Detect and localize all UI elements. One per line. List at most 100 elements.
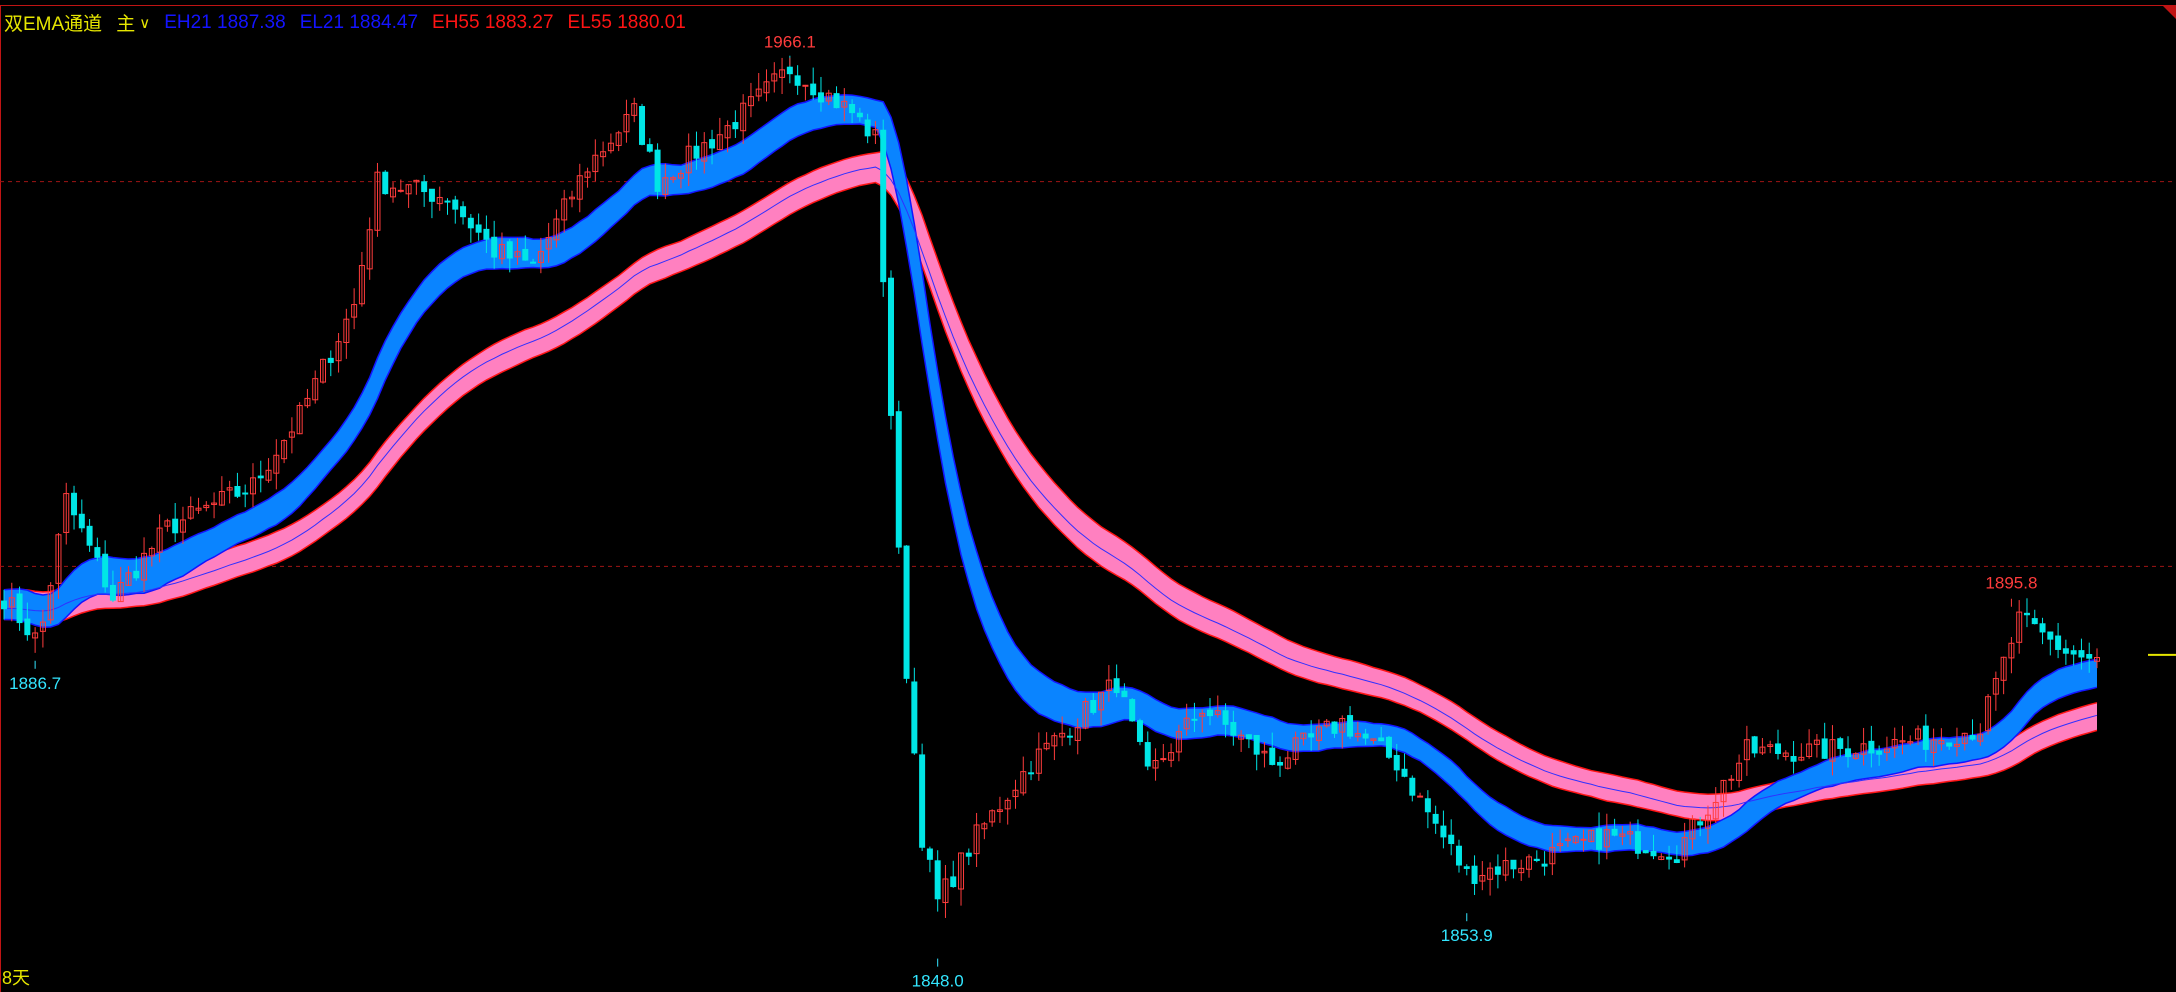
candle — [1066, 728, 1073, 746]
candle-body — [1977, 733, 1984, 742]
candle — [1012, 779, 1019, 809]
extreme-price-label: 1848.0 — [912, 972, 964, 991]
candle — [1292, 731, 1299, 765]
candle — [358, 251, 365, 307]
candle — [1969, 719, 1976, 741]
candle-body — [1292, 737, 1299, 760]
candle — [1526, 854, 1533, 878]
candle — [436, 186, 443, 211]
candle-body — [475, 224, 482, 233]
candle-body — [919, 754, 926, 848]
candle — [1440, 810, 1447, 849]
candle-body — [779, 69, 786, 78]
candle — [1650, 834, 1657, 860]
candle-body — [522, 248, 529, 261]
candle — [343, 308, 350, 359]
candle — [1455, 839, 1462, 873]
candle — [86, 518, 93, 552]
candle — [1136, 718, 1143, 746]
candle-body — [841, 100, 848, 108]
candle — [1035, 732, 1042, 781]
candle-body — [701, 142, 708, 162]
candle-body — [1284, 757, 1291, 769]
candle — [483, 215, 490, 254]
candle-body — [1697, 821, 1704, 826]
candle — [747, 82, 754, 118]
corner-triangle-icon[interactable] — [2163, 6, 2176, 19]
candle — [981, 821, 988, 840]
candle — [1790, 740, 1797, 774]
candle-body — [1409, 777, 1416, 796]
candle-body — [498, 244, 505, 260]
candle — [958, 852, 965, 906]
candle-body — [47, 585, 54, 621]
candle-body — [1572, 836, 1579, 844]
candle — [1020, 756, 1027, 796]
candle-body — [242, 492, 249, 495]
candle — [553, 209, 560, 248]
candle-body — [2039, 623, 2046, 633]
candle — [498, 232, 505, 265]
candle — [39, 609, 46, 648]
candle — [709, 129, 716, 165]
candle — [1977, 723, 1984, 746]
chevron-down-icon[interactable]: ∨ — [139, 14, 151, 32]
legend-eh55: EH55 1883.27 — [432, 12, 554, 34]
extreme-price-label: 1895.8 — [1985, 574, 2037, 593]
candle — [794, 65, 801, 95]
ema21-lower-line — [3, 123, 2098, 857]
candle — [467, 213, 474, 243]
candle-body — [156, 527, 163, 553]
period-label[interactable]: 8天 — [2, 968, 31, 988]
candle-body — [709, 139, 716, 149]
candle — [1837, 736, 1844, 757]
candle-body — [1588, 829, 1595, 843]
candle — [615, 130, 622, 152]
candle — [1564, 832, 1571, 847]
indicator-name[interactable]: 双EMA通道 — [4, 14, 103, 35]
candle — [576, 163, 583, 213]
candle — [265, 458, 272, 483]
candle-body — [942, 878, 949, 904]
candle — [849, 99, 856, 124]
candle — [211, 492, 218, 519]
candle — [1183, 703, 1190, 736]
candle — [1113, 664, 1120, 698]
candle — [584, 167, 591, 188]
candle — [1946, 742, 1953, 750]
candle — [1098, 691, 1105, 726]
candle — [639, 103, 646, 146]
candle-body — [1868, 740, 1875, 754]
candle-body — [864, 119, 871, 137]
candle-body — [911, 681, 918, 754]
candle-body — [1681, 837, 1688, 861]
candle-body — [1915, 728, 1922, 740]
candle-body — [288, 431, 295, 438]
candle-body — [1767, 744, 1774, 747]
candle — [374, 162, 381, 237]
candle-body — [724, 125, 731, 139]
candle-body — [2086, 654, 2093, 659]
candle — [1938, 728, 1945, 751]
candle-body — [32, 632, 39, 639]
candle-body — [187, 506, 194, 519]
candle — [1448, 819, 1455, 856]
candle — [1852, 752, 1859, 760]
candle — [1580, 829, 1587, 852]
ema21-upper-line — [3, 94, 2098, 834]
candle — [1658, 853, 1665, 861]
candle — [1541, 851, 1548, 876]
candle — [1961, 732, 1968, 751]
candle-body — [428, 188, 435, 202]
candle-body — [460, 206, 467, 218]
candle — [1782, 750, 1789, 761]
candle-body — [958, 852, 965, 890]
candle — [1129, 698, 1136, 722]
indicator-mode[interactable]: 主 — [116, 14, 136, 35]
candle-body — [444, 200, 451, 203]
candle — [1798, 743, 1805, 762]
candle — [887, 270, 894, 430]
candle — [522, 235, 529, 261]
candle — [1074, 718, 1081, 755]
